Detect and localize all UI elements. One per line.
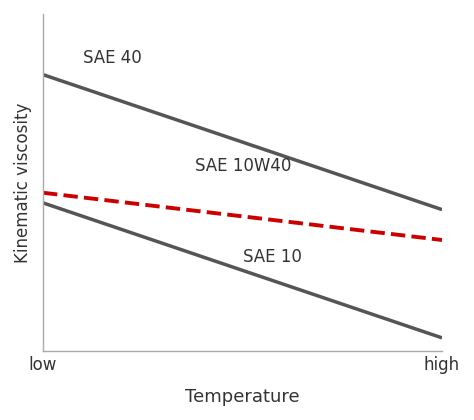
Text: SAE 10: SAE 10 [243, 248, 301, 266]
X-axis label: Temperature: Temperature [185, 388, 300, 406]
Y-axis label: Kinematic viscosity: Kinematic viscosity [14, 102, 32, 263]
Text: SAE 40: SAE 40 [83, 49, 142, 67]
Text: SAE 10W40: SAE 10W40 [195, 157, 291, 175]
